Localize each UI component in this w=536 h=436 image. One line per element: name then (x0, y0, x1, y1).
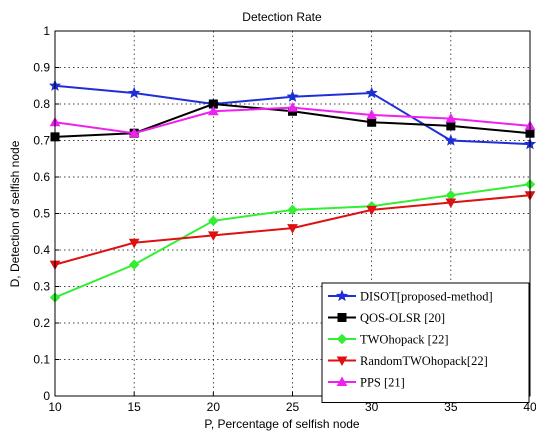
legend-label: QOS-OLSR [20] (360, 311, 445, 325)
x-tick-label: 40 (523, 400, 536, 414)
legend-label: RandomTWOhopack[22] (360, 354, 488, 368)
x-tick-label: 25 (286, 400, 300, 414)
legend-label: DISOT[proposed-method] (360, 290, 493, 304)
data-point (445, 113, 457, 123)
data-point (208, 215, 219, 227)
chart-title: Detection Rate (242, 10, 322, 24)
data-point (128, 127, 140, 138)
y-tick-label: 0.5 (33, 207, 50, 221)
data-point (128, 238, 140, 249)
data-point (287, 204, 298, 216)
y-tick-label: 1 (43, 24, 50, 38)
y-tick-label: 0.9 (33, 61, 50, 75)
legend-swatch-marker (335, 289, 349, 302)
legend-label: TWOhopack [22] (360, 333, 449, 347)
y-tick-label: 0.6 (33, 170, 50, 184)
y-tick-label: 0.8 (33, 97, 50, 111)
y-tick-label: 0.3 (33, 280, 50, 294)
data-point (445, 190, 457, 201)
legend: DISOT[proposed-method] QOS-OLSR [20] TWOho… (321, 282, 530, 403)
x-tick-label: 35 (444, 400, 458, 414)
legend-swatch-marker (337, 313, 347, 322)
data-point (445, 198, 457, 209)
series-5 (49, 102, 536, 138)
legend-swatch-marker (336, 376, 348, 386)
x-tick-label: 10 (48, 400, 62, 414)
x-tick-label: 30 (365, 400, 379, 414)
x-tick-label: 15 (127, 400, 141, 414)
series-lines (48, 79, 536, 303)
y-tick-label: 0.4 (33, 243, 50, 257)
data-point (128, 259, 140, 270)
legend-swatch-marker (336, 333, 348, 345)
data-point (366, 109, 378, 119)
legend-item: QOS-OLSR [20] (328, 311, 445, 325)
data-point (367, 117, 377, 127)
y-tick-label: 0.2 (33, 316, 50, 330)
legend-box (321, 282, 530, 403)
legend-item: DISOT[proposed-method] (328, 290, 493, 304)
x-tick-label: 20 (207, 400, 221, 414)
data-point (444, 134, 457, 146)
plot-frame (54, 30, 531, 397)
data-point (366, 205, 378, 216)
y-tick-label: 0.1 (33, 353, 50, 367)
x-axis-label: P, Percentage of selfish node (204, 417, 360, 431)
data-point (287, 224, 298, 234)
data-point (287, 102, 298, 112)
y-tick-label: 0 (43, 389, 50, 403)
data-point (446, 121, 456, 131)
y-axis-label: D, Detection of selfish node (8, 140, 22, 287)
legend-item: RandomTWOhopack[22] (328, 354, 488, 368)
data-point (207, 231, 219, 241)
data-point (207, 105, 219, 116)
y-tick-label: 0.7 (33, 134, 50, 148)
legend-label: PPS [21] (360, 376, 405, 390)
data-point (365, 86, 378, 99)
legend-swatch-marker (336, 356, 348, 367)
data-point (128, 86, 141, 99)
series-4 (49, 191, 536, 271)
legend-item: PPS [21] (328, 376, 405, 390)
axis-ticks: 10 15 20 25 30 35 40 0 0.1 0.2 0.3 0.4 0.5 0.6 0.7 0.8 0… (33, 24, 536, 414)
data-point (286, 90, 299, 102)
legend-item: TWOhopack [22] (328, 333, 449, 347)
